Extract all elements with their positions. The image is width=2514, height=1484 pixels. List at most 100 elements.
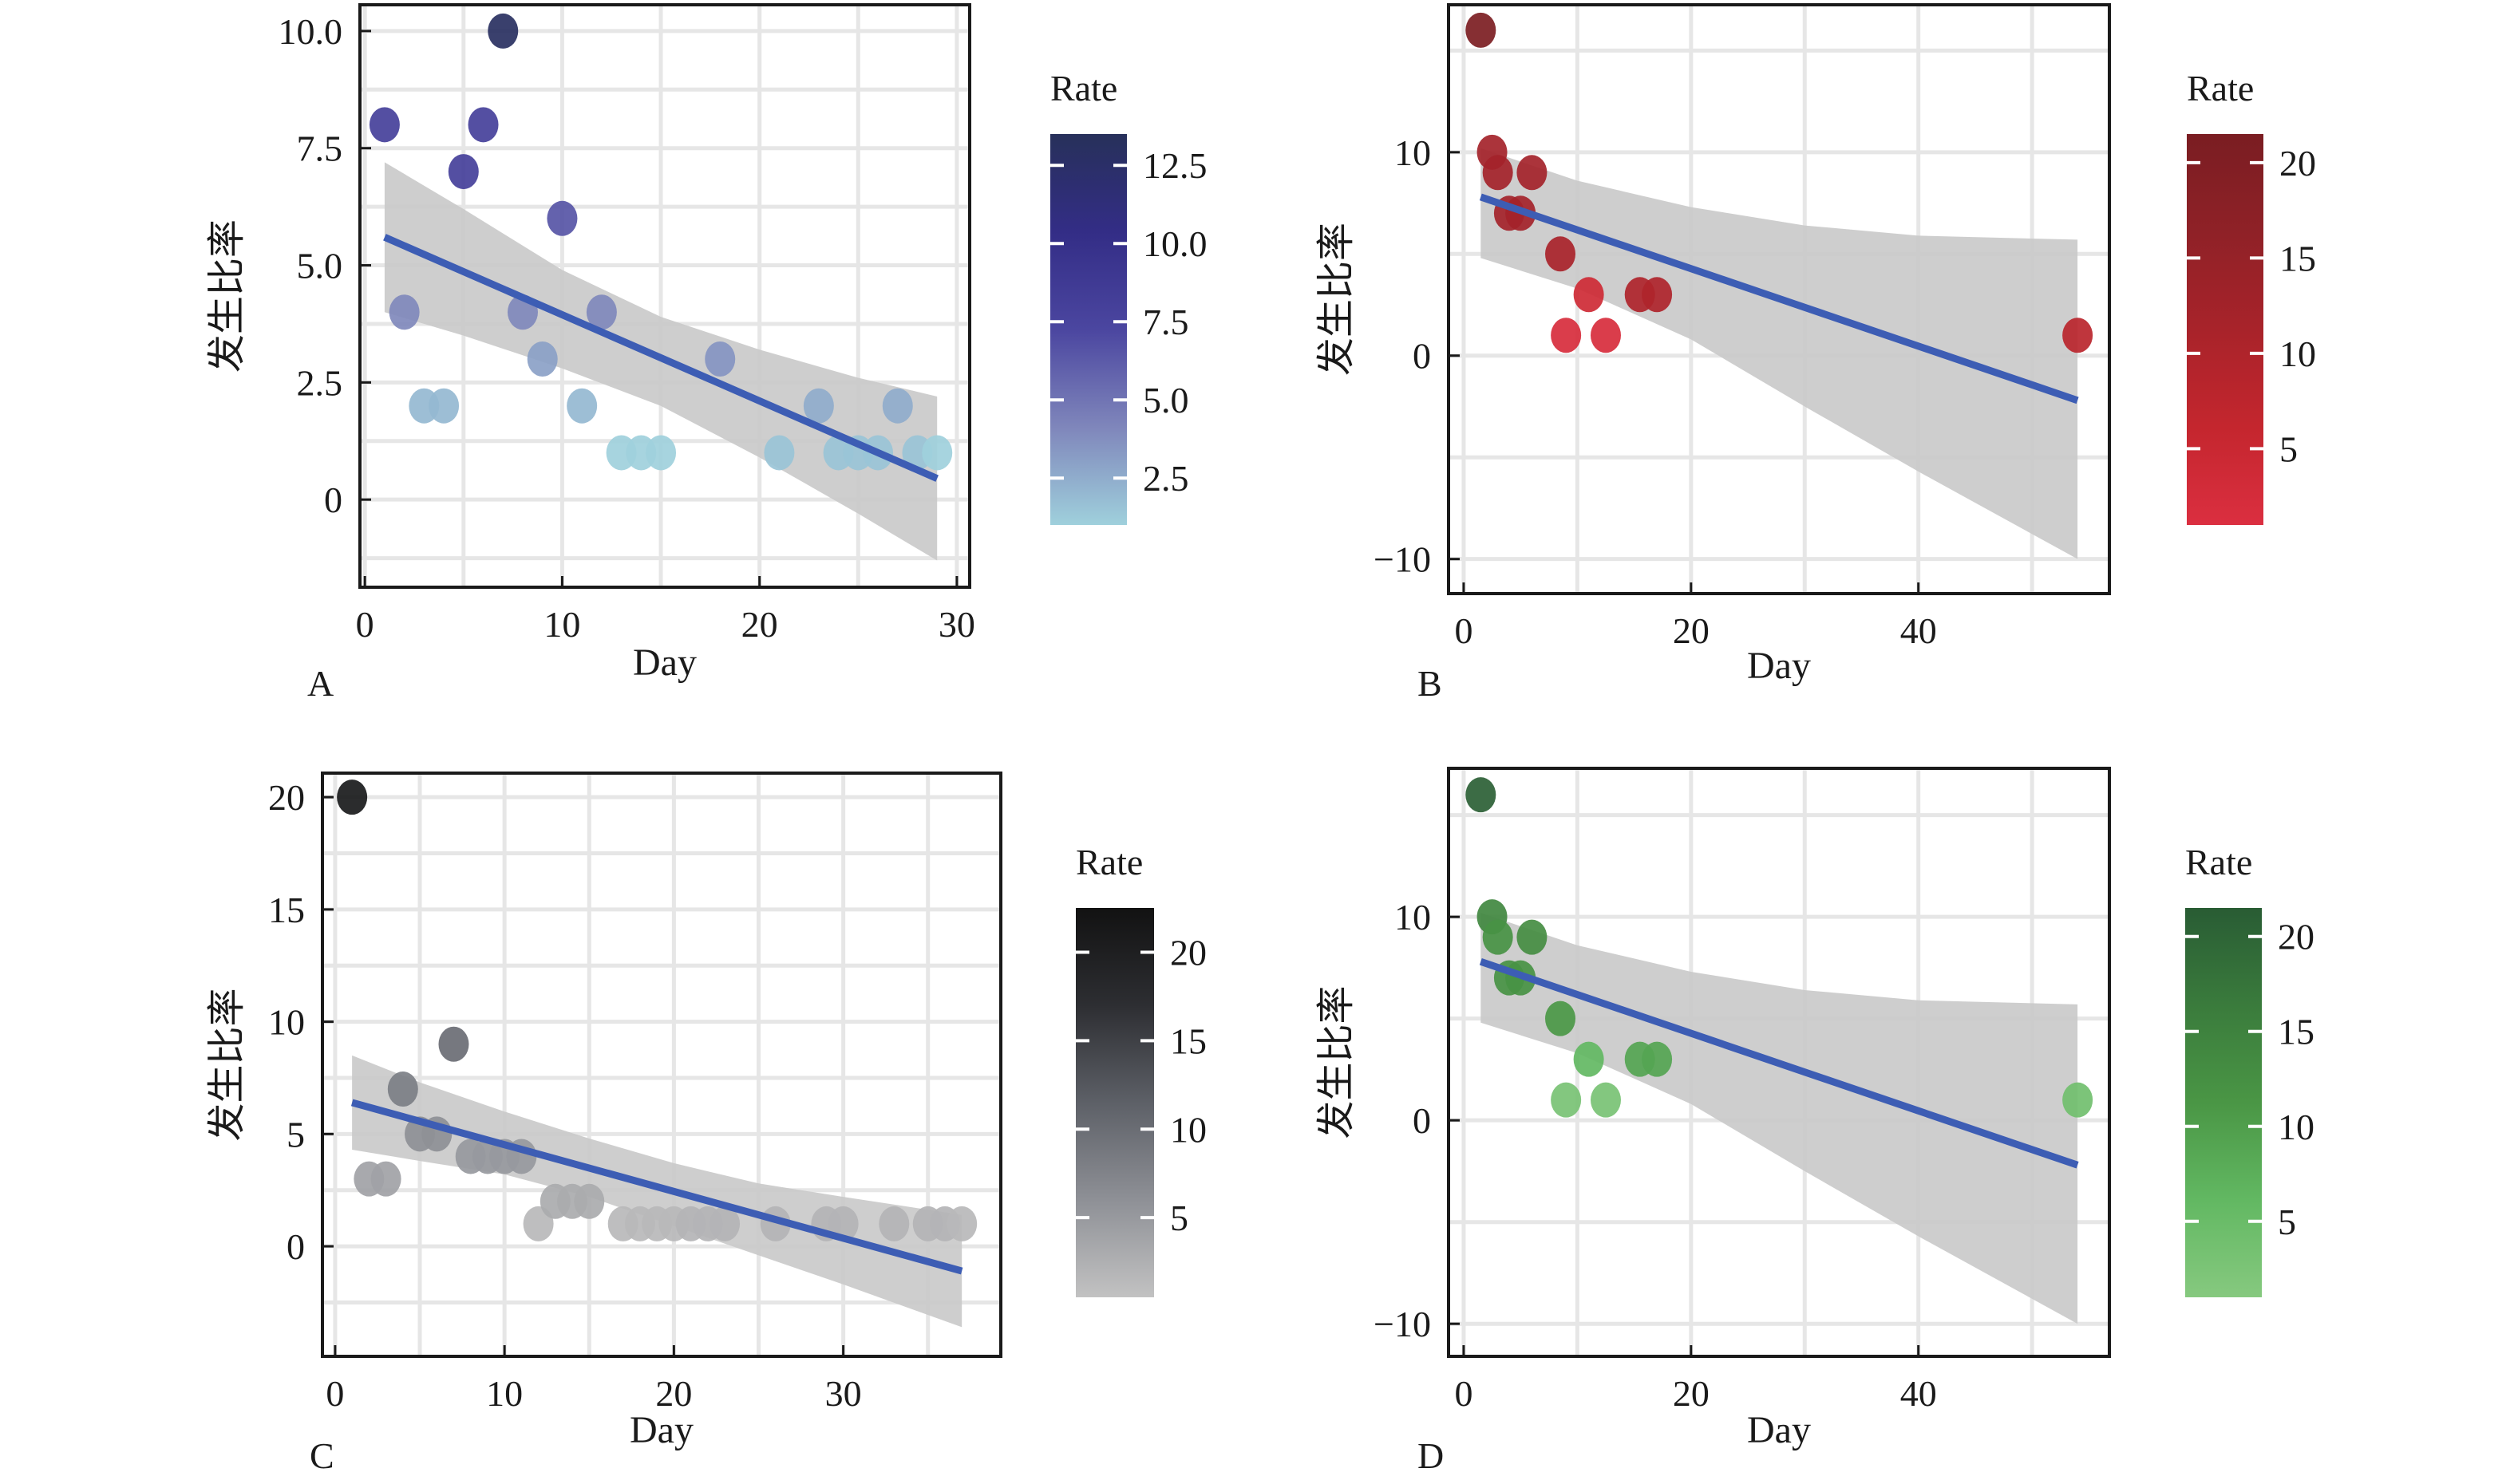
x-tick-label: 20 bbox=[1673, 1373, 1710, 1414]
data-point bbox=[448, 154, 479, 190]
colorbar-tick-label: 5.0 bbox=[1143, 380, 1189, 420]
data-point bbox=[429, 388, 460, 424]
data-point bbox=[1573, 1041, 1604, 1077]
data-point bbox=[947, 1206, 978, 1241]
y-tick-label: 15 bbox=[268, 890, 305, 930]
colorbar bbox=[1050, 134, 1127, 525]
data-point bbox=[574, 1183, 605, 1219]
legend-colorbar: Rate 5 10 15 20 bbox=[2187, 68, 2316, 525]
data-point bbox=[710, 1206, 741, 1241]
y-axis-title: 发生比率 bbox=[206, 219, 248, 373]
colorbar-tick-label: 10 bbox=[2278, 1107, 2314, 1147]
colorbar-tick-label: 10 bbox=[1170, 1109, 1207, 1150]
data-point bbox=[764, 435, 795, 471]
data-point bbox=[2062, 318, 2093, 353]
data-point bbox=[1516, 919, 1548, 955]
panel-letter: D bbox=[1417, 1435, 1444, 1476]
data-point bbox=[370, 1161, 401, 1197]
y-tick-label: 0 bbox=[1413, 336, 1431, 377]
data-point bbox=[389, 294, 420, 330]
colorbar-tick-label: 5 bbox=[1170, 1198, 1188, 1238]
panel-letter: A bbox=[307, 663, 334, 704]
data-point bbox=[1590, 318, 1621, 353]
colorbar bbox=[2185, 908, 2262, 1297]
y-tick-label: 5 bbox=[287, 1114, 305, 1154]
colorbar-tick-label: 15 bbox=[2279, 238, 2316, 278]
legend-colorbar: Rate 5 10 15 20 bbox=[1076, 842, 1207, 1297]
panel-letter: B bbox=[1417, 663, 1442, 704]
regression-line bbox=[383, 234, 939, 482]
regression-line bbox=[1479, 193, 2079, 405]
data-point bbox=[1551, 1082, 1582, 1118]
colorbar-tick-label: 5 bbox=[2279, 428, 2298, 469]
data-point bbox=[2062, 1082, 2093, 1118]
x-tick-label: 0 bbox=[356, 604, 374, 645]
panel-D: 0 20 40 −10 0 10 Day 发生比率 D Rate 5 10 15 20 bbox=[1315, 767, 2314, 1476]
y-tick-label: 10 bbox=[268, 1002, 305, 1043]
data-point bbox=[1642, 277, 1673, 313]
legend-title: Rate bbox=[2185, 842, 2252, 882]
colorbar-tick-label: 7.5 bbox=[1143, 302, 1189, 342]
regression-line bbox=[1479, 958, 2079, 1169]
x-axis-title: Day bbox=[630, 1409, 694, 1451]
x-tick-label: 20 bbox=[741, 604, 778, 645]
data-point bbox=[1573, 277, 1604, 313]
y-tick-label: 2.5 bbox=[297, 362, 343, 403]
y-tick-label: 5.0 bbox=[297, 246, 343, 286]
legend-colorbar: Rate 5 10 15 20 bbox=[2185, 842, 2314, 1297]
y-tick-label: 10 bbox=[1394, 897, 1431, 937]
colorbar-tick-label: 20 bbox=[2279, 143, 2316, 184]
data-point bbox=[488, 13, 519, 49]
points bbox=[369, 13, 953, 471]
data-point bbox=[586, 294, 617, 330]
data-point bbox=[527, 341, 558, 377]
plot-frame bbox=[1447, 767, 2111, 1358]
data-point bbox=[646, 435, 677, 471]
data-point bbox=[1642, 1041, 1673, 1077]
x-tick-label: 0 bbox=[1454, 610, 1472, 651]
colorbar-tick-label: 20 bbox=[2278, 917, 2314, 957]
data-point bbox=[468, 107, 499, 143]
plot-frame bbox=[321, 772, 1002, 1358]
data-point bbox=[1465, 777, 1496, 813]
data-point bbox=[879, 1206, 910, 1241]
x-tick-label: 30 bbox=[825, 1373, 862, 1414]
regression-line bbox=[350, 1099, 963, 1275]
data-point bbox=[1516, 155, 1548, 191]
y-tick-label: 0 bbox=[324, 480, 342, 520]
colorbar-tick-label: 10 bbox=[2279, 334, 2316, 374]
data-point bbox=[1545, 236, 1576, 272]
x-tick-label: 20 bbox=[655, 1373, 692, 1414]
data-point bbox=[1545, 1001, 1576, 1036]
y-tick-label: 20 bbox=[268, 777, 305, 818]
y-tick-label: 10.0 bbox=[279, 11, 343, 52]
data-point bbox=[1482, 155, 1513, 191]
colorbar-tick-label: 20 bbox=[1170, 932, 1207, 973]
y-tick-label: 10 bbox=[1394, 132, 1431, 173]
colorbar-tick-label: 15 bbox=[2278, 1012, 2314, 1052]
data-point bbox=[567, 388, 598, 424]
y-tick-label: −10 bbox=[1374, 1304, 1431, 1344]
plot-frame bbox=[1447, 3, 2111, 595]
x-tick-label: 30 bbox=[939, 604, 975, 645]
legend-title: Rate bbox=[2187, 68, 2254, 109]
data-point bbox=[1482, 919, 1513, 955]
colorbar-tick-label: 12.5 bbox=[1143, 145, 1208, 186]
colorbar-tick-label: 5 bbox=[2278, 1202, 2296, 1242]
y-tick-label: −10 bbox=[1374, 539, 1431, 580]
colorbar bbox=[1076, 908, 1154, 1297]
y-tick-label: 0 bbox=[1413, 1100, 1431, 1141]
x-axis-title: Day bbox=[1747, 645, 1811, 687]
x-axis-title: Day bbox=[1747, 1409, 1811, 1451]
x-tick-label: 0 bbox=[1454, 1373, 1472, 1414]
data-point bbox=[803, 388, 834, 424]
legend-title: Rate bbox=[1076, 842, 1143, 882]
x-tick-label: 40 bbox=[1900, 610, 1937, 651]
x-tick-label: 40 bbox=[1900, 1373, 1937, 1414]
data-point bbox=[438, 1026, 469, 1062]
y-tick-label: 7.5 bbox=[297, 128, 343, 169]
data-point bbox=[337, 779, 368, 815]
data-point bbox=[547, 200, 578, 236]
